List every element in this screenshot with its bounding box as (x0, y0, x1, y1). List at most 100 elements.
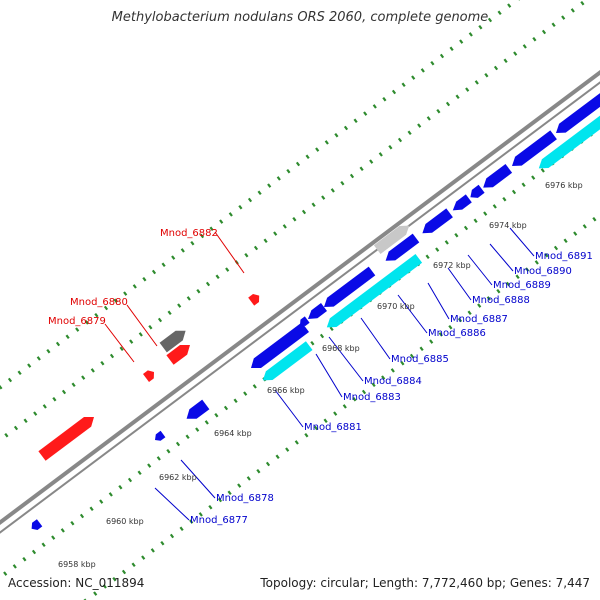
tick-mark (166, 448, 171, 454)
tick-mark (131, 562, 136, 568)
tick-mark (333, 411, 338, 416)
tick-mark (75, 327, 80, 332)
gene-arrow[interactable] (155, 430, 166, 441)
tick-mark (496, 288, 501, 294)
tick-mark (592, 216, 597, 222)
tick-mark (454, 232, 459, 238)
tick-mark (534, 260, 539, 265)
reverse-gene-label[interactable]: Mnod_6878 (216, 493, 274, 504)
gene-arrow[interactable] (470, 184, 485, 198)
tick-mark (257, 190, 262, 196)
reverse-gene-label[interactable]: Mnod_6881 (304, 422, 362, 433)
tick-mark (407, 130, 412, 136)
tick-mark (502, 196, 507, 202)
tick-mark (551, 22, 556, 28)
gene-arrow[interactable] (422, 208, 453, 234)
tick-mark (438, 332, 443, 337)
gene-arrow[interactable] (300, 316, 310, 327)
tick-mark (129, 339, 134, 344)
tick-mark (42, 404, 47, 409)
tick-mark (141, 555, 146, 560)
reverse-gene-label[interactable]: Mnod_6890 (514, 266, 572, 277)
gene-arrow[interactable] (31, 519, 43, 530)
tick-mark (483, 211, 488, 216)
tick-mark (252, 384, 257, 389)
tick-mark (46, 348, 51, 354)
gene-arrow[interactable] (556, 60, 600, 133)
tick-mark (286, 168, 291, 174)
tick-mark (448, 324, 453, 330)
tick-mark (196, 288, 201, 294)
gene-arrow[interactable] (452, 194, 472, 211)
tick-mark (157, 317, 163, 323)
tick-mark (22, 556, 27, 562)
tick-mark (99, 499, 104, 504)
reverse-gene-label[interactable]: Mnod_6887 (450, 314, 508, 325)
tick-mark (391, 89, 397, 95)
tick-mark (493, 65, 499, 71)
gene-arrow[interactable] (248, 294, 260, 306)
gene-arrow[interactable] (308, 303, 327, 319)
tick-mark (436, 108, 441, 114)
reverse-gene-label[interactable]: Mnod_6888 (472, 295, 530, 306)
gene-arrow[interactable] (324, 266, 376, 307)
forward-gene-label[interactable]: Mnod_6879 (48, 316, 106, 327)
reverse-gene-label[interactable]: Mnod_6885 (391, 354, 449, 365)
gene-arrow[interactable] (38, 417, 94, 461)
forward-gene-label[interactable]: Mnod_6882 (160, 228, 218, 239)
tick-mark (109, 353, 115, 359)
tick-mark (439, 53, 445, 59)
tick-mark (175, 441, 181, 447)
gene-arrow[interactable] (512, 130, 557, 166)
gene-arrow[interactable] (159, 330, 186, 353)
gene-features[interactable] (0, 60, 600, 588)
gene-arrow[interactable] (251, 322, 309, 368)
cyan-feature[interactable] (262, 341, 313, 381)
tick-mark (113, 298, 118, 304)
reverse-gene-label[interactable]: Mnod_6884 (364, 376, 422, 387)
reverse-gene-label[interactable]: Mnod_6891 (535, 251, 593, 262)
tick-mark (400, 360, 405, 366)
tick-mark (311, 202, 316, 208)
reverse-gene-label[interactable]: Mnod_6883 (343, 392, 401, 403)
tick-mark (189, 519, 194, 524)
tick-mark (169, 533, 175, 539)
tick-mark (321, 195, 326, 200)
tick-mark (65, 334, 70, 340)
ruler-label: 6962 kbp (159, 473, 197, 482)
tick-mark (515, 274, 520, 280)
reverse-gene-label[interactable]: Mnod_6889 (493, 280, 551, 291)
cyan-feature[interactable] (326, 254, 423, 328)
tick-mark (352, 396, 357, 402)
gene-arrow[interactable] (483, 164, 513, 188)
tick-mark (459, 39, 464, 44)
reverse-gene-label[interactable]: Mnod_6886 (428, 328, 486, 339)
tick-mark (36, 356, 41, 361)
tick-mark (463, 225, 469, 231)
leader-line (467, 254, 493, 286)
gene-arrow[interactable] (166, 345, 190, 365)
ruler-label: 6968 kbp (322, 344, 360, 353)
ruler-label: 6958 kbp (58, 560, 96, 569)
reverse-gene-label[interactable]: Mnod_6877 (190, 515, 248, 526)
gene-arrow[interactable] (143, 370, 154, 382)
tick-mark (7, 377, 13, 383)
tick-mark (233, 398, 238, 404)
gene-arrow[interactable] (186, 399, 210, 419)
gene-arrow[interactable] (385, 233, 420, 261)
tick-mark (108, 492, 113, 497)
tick-mark (151, 269, 157, 275)
tick-mark (102, 584, 107, 589)
tick-mark (27, 363, 32, 368)
cyan-feature[interactable] (538, 74, 600, 169)
tick-mark (180, 248, 185, 253)
tick-mark (205, 281, 211, 287)
tick-mark (121, 569, 127, 575)
forward-gene-label[interactable]: Mnod_6880 (70, 297, 128, 308)
tick-mark (353, 118, 358, 124)
leader-line (360, 317, 391, 360)
gene-arrow[interactable] (373, 225, 410, 254)
tick-mark (484, 72, 489, 78)
